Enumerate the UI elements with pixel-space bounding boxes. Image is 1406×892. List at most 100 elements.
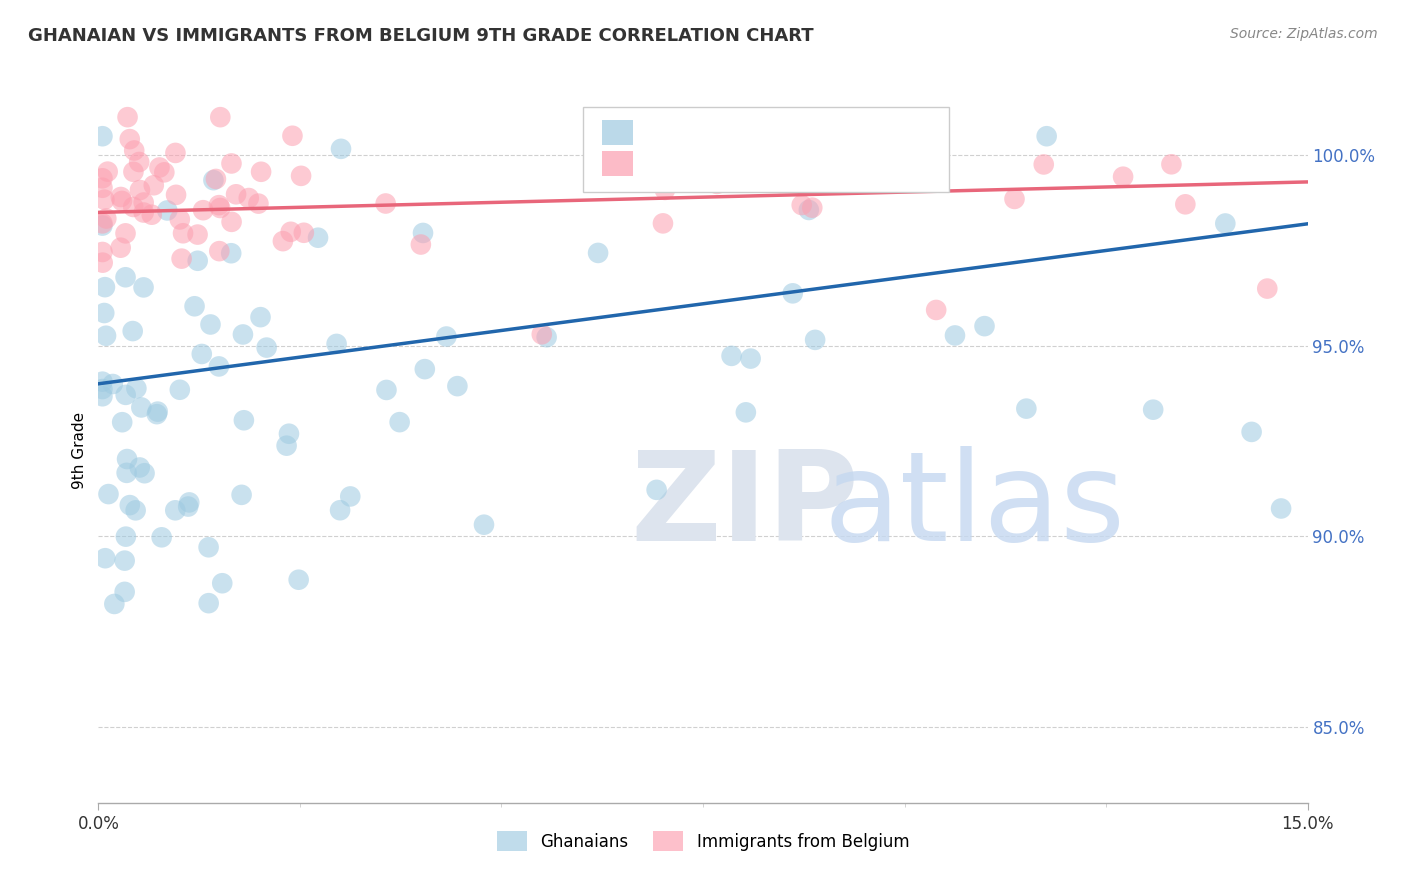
Point	[205, 172, 228, 186]
Point	[225, 187, 247, 202]
Point	[91, 389, 114, 403]
Point	[118, 132, 141, 146]
Point	[91, 171, 114, 186]
Point	[118, 498, 141, 512]
Point	[153, 165, 176, 179]
Point	[110, 190, 132, 204]
Point	[200, 318, 222, 332]
Point	[221, 215, 243, 229]
Point	[197, 596, 219, 610]
Point	[734, 405, 756, 419]
Point	[804, 333, 827, 347]
Point	[93, 193, 115, 207]
Point	[165, 187, 187, 202]
Point	[124, 503, 146, 517]
Point	[91, 216, 114, 230]
Point	[271, 234, 294, 248]
Point	[797, 202, 820, 217]
Point	[94, 280, 117, 294]
Point	[91, 375, 114, 389]
Point	[146, 407, 169, 421]
Point	[221, 156, 243, 170]
Point	[374, 196, 396, 211]
Point	[211, 576, 233, 591]
Point	[177, 500, 200, 514]
Point	[111, 415, 134, 429]
Point	[115, 452, 138, 467]
Point	[197, 541, 219, 555]
Point	[121, 324, 143, 338]
Point	[887, 129, 910, 144]
Point	[142, 178, 165, 193]
Point	[209, 201, 232, 215]
Point	[768, 176, 790, 190]
Point	[208, 359, 231, 374]
Point	[91, 255, 114, 269]
Point	[97, 164, 120, 178]
Point	[169, 383, 191, 397]
Point	[128, 155, 150, 169]
Point	[1213, 217, 1236, 231]
Point	[943, 328, 966, 343]
Point	[179, 495, 201, 509]
Point	[91, 244, 114, 259]
Point	[536, 330, 558, 344]
Point	[307, 230, 329, 244]
Point	[925, 302, 948, 317]
Point	[281, 128, 304, 143]
Point	[973, 319, 995, 334]
Text: ZIP: ZIP	[630, 446, 859, 567]
Point	[132, 195, 155, 210]
Point	[472, 517, 495, 532]
Point	[131, 401, 153, 415]
Text: Source: ZipAtlas.com: Source: ZipAtlas.com	[1230, 27, 1378, 41]
Point	[290, 169, 312, 183]
Point	[740, 351, 762, 366]
Point	[247, 196, 270, 211]
Point	[93, 306, 115, 320]
Point	[141, 208, 163, 222]
Point	[146, 404, 169, 418]
Point	[187, 227, 209, 242]
Point	[114, 554, 136, 568]
Point	[156, 203, 179, 218]
Point	[187, 253, 209, 268]
Point	[1240, 425, 1263, 439]
Point	[114, 270, 136, 285]
Point	[231, 488, 253, 502]
Point	[172, 227, 194, 241]
Point	[208, 198, 231, 212]
Point	[330, 142, 353, 156]
Point	[97, 487, 120, 501]
Point	[128, 460, 150, 475]
Point	[191, 347, 214, 361]
Point	[122, 144, 145, 158]
Point	[148, 161, 170, 175]
Point	[114, 585, 136, 599]
Text: R =  0.215   N = 85: R = 0.215 N = 85	[640, 124, 801, 142]
Point	[117, 110, 139, 124]
Point	[115, 530, 138, 544]
Point	[375, 383, 398, 397]
Point	[287, 573, 309, 587]
Point	[256, 341, 278, 355]
Point	[412, 226, 434, 240]
Point	[103, 597, 125, 611]
Point	[101, 377, 124, 392]
Point	[292, 226, 315, 240]
Point	[91, 382, 114, 396]
Point	[122, 200, 145, 214]
Point	[1160, 157, 1182, 171]
Point	[115, 466, 138, 480]
Point	[446, 379, 468, 393]
Point	[1270, 501, 1292, 516]
Point	[165, 503, 187, 517]
Point	[169, 212, 191, 227]
Point	[91, 219, 114, 233]
Point	[91, 180, 114, 194]
Point	[434, 329, 457, 343]
Point	[191, 203, 214, 218]
Point	[530, 327, 553, 342]
Point	[1032, 157, 1054, 171]
Point	[801, 201, 824, 215]
